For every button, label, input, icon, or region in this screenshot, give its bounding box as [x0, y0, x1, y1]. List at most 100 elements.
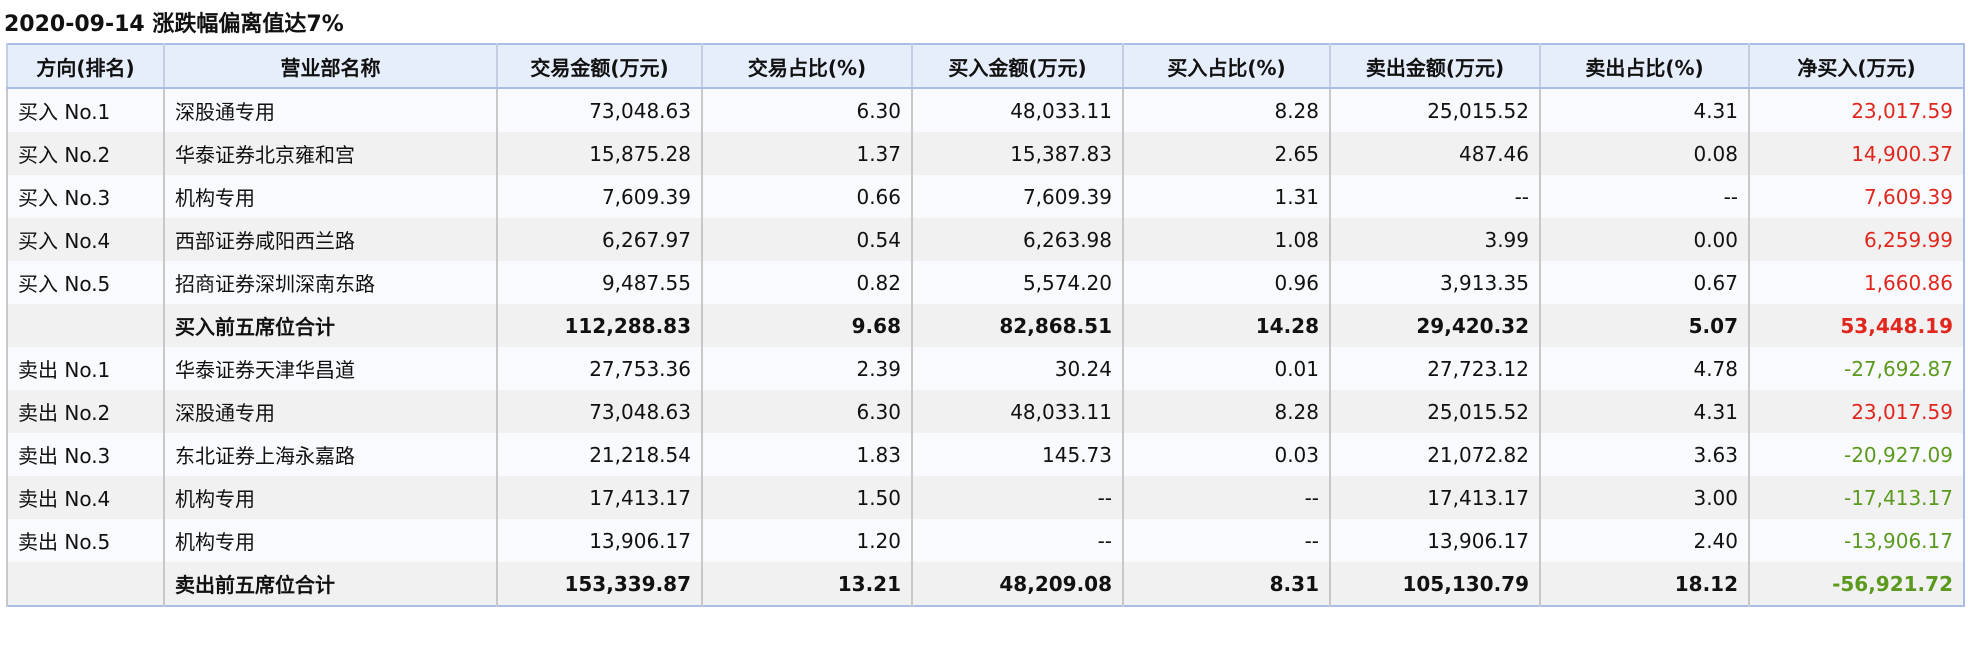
column-header-buy[interactable]: 买入金额(万元) [911, 44, 1123, 89]
table-row: 卖出 No.1 华泰证券天津华昌道 27,753.36 2.39 30.24 0.01 27… [6, 347, 1964, 390]
cell-trade: 17,413.17 [496, 476, 702, 519]
cell-net: -17,413.17 [1748, 476, 1964, 519]
column-header-buy-pct[interactable]: 买入占比(%) [1122, 44, 1330, 89]
cell-buy: 15,387.83 [911, 132, 1123, 175]
cell-trade-pct: 0.66 [701, 175, 912, 218]
cell-name: 卖出前五席位合计 [163, 562, 497, 606]
cell-sell-pct: 5.07 [1539, 304, 1749, 347]
cell-trade: 73,048.63 [496, 390, 702, 433]
cell-trade: 6,267.97 [496, 218, 702, 261]
cell-net: -56,921.72 [1748, 562, 1964, 606]
cell-sell-pct: 3.63 [1539, 433, 1749, 476]
cell-buy: 48,033.11 [911, 390, 1123, 433]
cell-trade: 73,048.63 [496, 88, 702, 132]
cell-net: -27,692.87 [1748, 347, 1964, 390]
cell-name: 东北证券上海永嘉路 [163, 433, 497, 476]
cell-net: -13,906.17 [1748, 519, 1964, 562]
cell-trade: 153,339.87 [496, 562, 702, 606]
table-row: 卖出 No.2 深股通专用 73,048.63 6.30 48,033.11 8.28 25… [6, 390, 1964, 433]
cell-buy-pct: 0.03 [1122, 433, 1330, 476]
cell-sell: 17,413.17 [1329, 476, 1540, 519]
cell-name: 买入前五席位合计 [163, 304, 497, 347]
cell-sell-pct: 2.40 [1539, 519, 1749, 562]
cell-rank: 卖出 No.4 [6, 476, 164, 519]
cell-rank: 买入 No.3 [6, 175, 164, 218]
cell-trade-pct: 2.39 [701, 347, 912, 390]
cell-rank: 买入 No.5 [6, 261, 164, 304]
header-row: 方向(排名) 营业部名称 交易金额(万元) 交易占比(%) 买入金额(万元) 买入占比(%… [6, 44, 1964, 89]
cell-rank: 卖出 No.3 [6, 433, 164, 476]
cell-sell-pct: 4.78 [1539, 347, 1749, 390]
table-row: 卖出 No.4 机构专用 17,413.17 1.50 -- -- 17,413.17 3.0… [6, 476, 1964, 519]
cell-name: 招商证券深圳深南东路 [163, 261, 497, 304]
cell-rank: 卖出 No.1 [6, 347, 164, 390]
cell-buy-pct: -- [1122, 519, 1330, 562]
cell-net: 53,448.19 [1748, 304, 1964, 347]
cell-trade-pct: 6.30 [701, 88, 912, 132]
cell-sell: 105,130.79 [1329, 562, 1540, 606]
cell-buy: -- [911, 519, 1123, 562]
cell-sell: 13,906.17 [1329, 519, 1540, 562]
cell-sell-pct: -- [1539, 175, 1749, 218]
column-header-trade-pct[interactable]: 交易占比(%) [701, 44, 912, 89]
column-header-rank[interactable]: 方向(排名) [6, 44, 164, 89]
cell-buy-pct: 14.28 [1122, 304, 1330, 347]
cell-rank: 卖出 No.2 [6, 390, 164, 433]
cell-trade-pct: 6.30 [701, 390, 912, 433]
summary-row: 买入前五席位合计 112,288.83 9.68 82,868.51 14.28 29,4… [6, 304, 1964, 347]
cell-trade-pct: 9.68 [701, 304, 912, 347]
cell-trade: 7,609.39 [496, 175, 702, 218]
cell-sell-pct: 4.31 [1539, 88, 1749, 132]
cell-trade: 112,288.83 [496, 304, 702, 347]
column-header-trade[interactable]: 交易金额(万元) [496, 44, 702, 89]
summary-row: 卖出前五席位合计 153,339.87 13.21 48,209.08 8.31 105,… [6, 562, 1964, 606]
column-header-name[interactable]: 营业部名称 [163, 44, 497, 89]
cell-sell: 25,015.52 [1329, 390, 1540, 433]
cell-buy: 48,209.08 [911, 562, 1123, 606]
cell-buy-pct: 1.31 [1122, 175, 1330, 218]
cell-buy: 48,033.11 [911, 88, 1123, 132]
cell-name: 华泰证券北京雍和宫 [163, 132, 497, 175]
cell-trade-pct: 0.54 [701, 218, 912, 261]
cell-trade-pct: 1.50 [701, 476, 912, 519]
cell-sell: -- [1329, 175, 1540, 218]
cell-sell: 29,420.32 [1329, 304, 1540, 347]
cell-name: 机构专用 [163, 519, 497, 562]
cell-name: 机构专用 [163, 476, 497, 519]
column-header-sell[interactable]: 卖出金额(万元) [1329, 44, 1540, 89]
cell-rank: 买入 No.4 [6, 218, 164, 261]
cell-trade-pct: 13.21 [701, 562, 912, 606]
cell-trade-pct: 1.37 [701, 132, 912, 175]
cell-buy: 5,574.20 [911, 261, 1123, 304]
cell-name: 深股通专用 [163, 390, 497, 433]
cell-net: 14,900.37 [1748, 132, 1964, 175]
cell-sell: 25,015.52 [1329, 88, 1540, 132]
cell-sell: 21,072.82 [1329, 433, 1540, 476]
table-row: 买入 No.3 机构专用 7,609.39 0.66 7,609.39 1.31 -- -- 7… [6, 175, 1964, 218]
cell-buy-pct: 8.28 [1122, 88, 1330, 132]
table-row: 卖出 No.3 东北证券上海永嘉路 21,218.54 1.83 145.73 0.03 2… [6, 433, 1964, 476]
cell-name: 华泰证券天津华昌道 [163, 347, 497, 390]
table-row: 买入 No.2 华泰证券北京雍和宫 15,875.28 1.37 15,387.83 2.… [6, 132, 1964, 175]
cell-net: 23,017.59 [1748, 88, 1964, 132]
cell-sell-pct: 4.31 [1539, 390, 1749, 433]
cell-buy-pct: 2.65 [1122, 132, 1330, 175]
cell-net: 1,660.86 [1748, 261, 1964, 304]
cell-trade-pct: 1.20 [701, 519, 912, 562]
table-title: 2020-09-14 涨跌幅偏离值达7% [4, 12, 344, 37]
cell-trade: 27,753.36 [496, 347, 702, 390]
cell-sell-pct: 0.08 [1539, 132, 1749, 175]
cell-buy: 6,263.98 [911, 218, 1123, 261]
column-header-net[interactable]: 净买入(万元) [1748, 44, 1964, 89]
table-row: 买入 No.1 深股通专用 73,048.63 6.30 48,033.11 8.28 25… [6, 88, 1964, 132]
cell-trade-pct: 1.83 [701, 433, 912, 476]
cell-sell: 3,913.35 [1329, 261, 1540, 304]
table-row: 买入 No.4 西部证券咸阳西兰路 6,267.97 0.54 6,263.98 1.08… [6, 218, 1964, 261]
dragon-tiger-table: 方向(排名) 营业部名称 交易金额(万元) 交易占比(%) 买入金额(万元) 买入占比(%… [6, 43, 1965, 607]
cell-net: 23,017.59 [1748, 390, 1964, 433]
column-header-sell-pct[interactable]: 卖出占比(%) [1539, 44, 1749, 89]
cell-sell: 487.46 [1329, 132, 1540, 175]
cell-buy-pct: 1.08 [1122, 218, 1330, 261]
cell-buy-pct: -- [1122, 476, 1330, 519]
cell-sell-pct: 0.67 [1539, 261, 1749, 304]
